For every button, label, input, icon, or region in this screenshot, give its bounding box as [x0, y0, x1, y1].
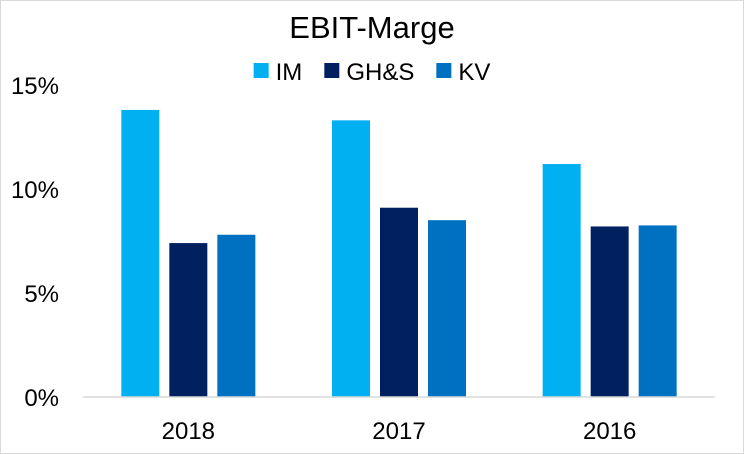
x-tick-label: 2017: [372, 418, 425, 445]
bar-kv-2017: [428, 220, 466, 397]
x-axis: 2018 2017 2016: [162, 418, 637, 445]
x-tick-label: 2016: [583, 418, 636, 445]
bar-kv-2018: [217, 234, 256, 397]
x-tick-label: 2018: [162, 418, 215, 445]
bar-im-2018: [121, 109, 160, 398]
legend-item: GH&S: [324, 59, 414, 86]
y-tick-label: 10%: [11, 177, 59, 204]
y-tick-label: 15%: [11, 73, 59, 100]
y-axis: 0% 5% 10% 15%: [11, 73, 59, 412]
bar-im-2017: [332, 120, 370, 398]
legend-label: IM: [276, 59, 303, 86]
legend-label: GH&S: [346, 59, 414, 86]
bar-ghs-2018: [169, 243, 208, 397]
bars: [121, 109, 677, 398]
y-tick-label: 5%: [24, 281, 59, 308]
legend-item: KV: [436, 59, 490, 86]
legend-item: IM: [253, 59, 303, 86]
legend: IM GH&S KV: [253, 59, 490, 86]
legend-swatch: [253, 63, 269, 78]
bar-kv-2016: [638, 225, 677, 397]
bar-ghs-2017: [380, 207, 418, 397]
legend-label: KV: [458, 59, 490, 86]
legend-swatch: [324, 63, 340, 78]
chart-title: EBIT-Marge: [289, 10, 454, 45]
y-tick-label: 0%: [24, 385, 59, 412]
bar-ghs-2016: [590, 226, 629, 397]
bar-im-2016: [542, 164, 581, 397]
legend-swatch: [436, 63, 452, 78]
